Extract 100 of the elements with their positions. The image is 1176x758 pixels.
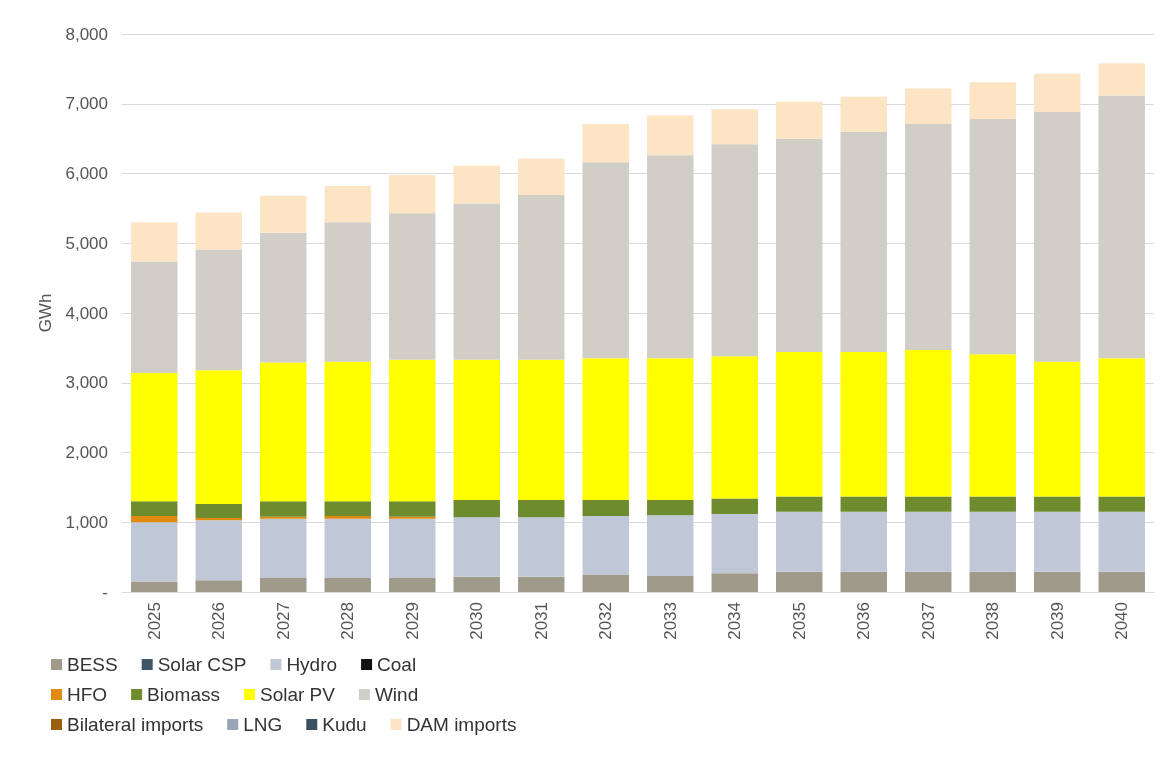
bar [647, 358, 694, 500]
bar [131, 515, 178, 523]
bar [969, 571, 1016, 592]
x-tick-label: 2028 [338, 602, 358, 640]
bar [195, 504, 242, 519]
bar [324, 222, 371, 362]
bar [195, 249, 242, 371]
bar [518, 359, 565, 500]
bar [518, 499, 565, 518]
legend-label: Coal [377, 654, 417, 675]
bar [969, 496, 1016, 512]
bar [324, 186, 371, 223]
x-tick-label: 2035 [789, 602, 809, 640]
x-tick-label: 2030 [467, 602, 487, 640]
legend-label: BESS [67, 654, 118, 675]
bar [1098, 95, 1145, 359]
x-tick-label: 2036 [854, 602, 874, 640]
bar [582, 499, 629, 516]
legend-label: DAM imports [406, 714, 517, 735]
bar [840, 496, 887, 512]
bar [905, 496, 952, 512]
bar [260, 578, 307, 592]
bar [1034, 571, 1081, 592]
bar [260, 518, 307, 579]
bar [518, 576, 565, 592]
bar [776, 101, 823, 139]
bar [453, 517, 500, 577]
bar [840, 352, 887, 497]
legend-label: LNG [243, 714, 283, 735]
x-tick-label: 2026 [209, 602, 229, 640]
bar [969, 511, 1016, 572]
y-tick-label: 4,000 [65, 303, 108, 323]
bar [1098, 63, 1145, 96]
bar [647, 515, 694, 576]
y-tick-label: 6,000 [65, 164, 108, 183]
bar [969, 119, 1016, 355]
bar [582, 358, 629, 500]
y-tick-label: 8,000 [65, 24, 108, 44]
bar [1098, 511, 1145, 572]
bar [1098, 358, 1145, 497]
x-tick-label: 2040 [1112, 602, 1132, 640]
bar [389, 359, 436, 502]
bar [1034, 112, 1081, 362]
bar [195, 518, 242, 521]
bar [260, 501, 307, 517]
bar [131, 522, 178, 582]
bar [389, 578, 436, 592]
bar [453, 499, 500, 518]
bar [905, 349, 952, 497]
bar [647, 575, 694, 592]
bar [389, 213, 436, 360]
bar [389, 518, 436, 579]
bar [389, 516, 436, 519]
bar [324, 518, 371, 579]
bar [647, 155, 694, 359]
y-tick-label: 5,000 [65, 233, 108, 253]
bar [260, 362, 307, 502]
bar [131, 261, 178, 373]
x-tick-label: 2032 [596, 602, 616, 640]
bar [840, 511, 887, 572]
bar [969, 354, 1016, 497]
bar [453, 576, 500, 592]
x-tick-label: 2031 [531, 602, 551, 640]
bar [776, 571, 823, 592]
bar [324, 361, 371, 502]
x-tick-label: 2025 [144, 602, 164, 640]
bar [647, 115, 694, 156]
x-tick-label: 2037 [918, 602, 938, 640]
x-tick-label: 2038 [983, 602, 1003, 640]
bar [840, 96, 887, 132]
bar [518, 517, 565, 577]
bar [582, 123, 629, 163]
bar [1098, 571, 1145, 592]
legend-label: HFO [67, 684, 108, 705]
bar [647, 499, 694, 516]
bar [453, 359, 500, 500]
bar [389, 501, 436, 517]
bar [195, 520, 242, 581]
bar [582, 574, 629, 592]
legend-label: Bilateral imports [67, 714, 204, 735]
y-tick-label: 2,000 [65, 443, 108, 462]
bar [324, 501, 371, 516]
bar [711, 109, 758, 145]
bar [195, 212, 242, 250]
legend-label: Solar PV [259, 684, 336, 705]
x-tick-label: 2039 [1047, 602, 1067, 640]
bar [324, 515, 371, 519]
legend-label: Kudu [322, 714, 367, 735]
bar [1098, 496, 1145, 512]
bar [711, 498, 758, 514]
bar [131, 372, 178, 502]
y-tick-label: 1,000 [65, 512, 108, 532]
bar [776, 352, 823, 497]
bar [1034, 496, 1081, 512]
bar [260, 516, 307, 519]
legend-label: Wind [374, 684, 419, 705]
bar [840, 131, 887, 353]
bar [711, 513, 758, 574]
bar [518, 158, 565, 196]
bar [969, 82, 1016, 120]
